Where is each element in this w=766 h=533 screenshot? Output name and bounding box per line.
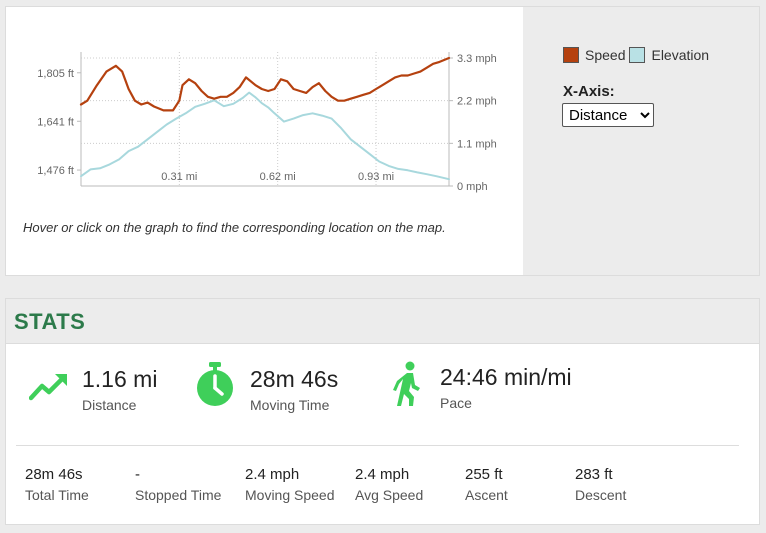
descent-stat: 283 ft Descent	[575, 466, 626, 503]
walker-icon	[386, 361, 428, 406]
moving-speed-value: 2.4 mph	[245, 466, 300, 483]
moving-time-value: 28m 46s	[250, 366, 339, 392]
speed-legend-label[interactable]: Speed	[585, 47, 626, 63]
speed-series-line	[79, 56, 451, 112]
left-tick-label: 1,641 ft	[37, 116, 74, 128]
left-tick-label: 1,805 ft	[37, 68, 74, 80]
descent-value: 283 ft	[575, 466, 613, 483]
right-tick-label: 3.3 mph	[457, 53, 497, 65]
ascent-stat: 255 ft Ascent	[465, 466, 508, 503]
stats-header: STATS	[6, 299, 759, 344]
moving-speed-stat: 2.4 mph Moving Speed	[245, 466, 335, 503]
x-axis-select[interactable]: Distance	[562, 103, 654, 127]
elevation-legend-swatch[interactable]	[629, 47, 646, 63]
ascent-value: 255 ft	[465, 466, 503, 483]
moving-time-label: Moving Time	[250, 397, 330, 413]
stats-card: STATS 1.16 mi Distance 28m 46s Movin	[5, 298, 760, 525]
distance-label: Distance	[82, 397, 137, 413]
left-tick-label: 1,476 ft	[37, 165, 74, 177]
stopped-time-label: Stopped Time	[135, 487, 222, 503]
total-time-stat: 28m 46s Total Time	[25, 466, 89, 503]
pace-stat: 24:46 min/mi Pace	[386, 361, 572, 411]
stats-divider	[16, 445, 739, 446]
elevation-legend-label[interactable]: Elevation	[651, 47, 710, 63]
total-time-label: Total Time	[25, 487, 89, 503]
total-time-value: 28m 46s	[25, 466, 83, 483]
x-tick-label: 0.31 mi	[161, 171, 197, 183]
right-tick-label: 0 mph	[457, 181, 488, 193]
avg-speed-value: 2.4 mph	[355, 466, 410, 483]
x-tick-label: 0.93 mi	[358, 171, 394, 183]
stopped-time-value: -	[135, 466, 140, 483]
speed-elevation-chart[interactable]: 1,805 ft 1,641 ft 1,476 ft 3.3 mph 2.2 mph 1.…	[6, 7, 525, 275]
right-tick-label: 2.2 mph	[457, 96, 497, 108]
stats-title: STATS	[14, 309, 86, 334]
right-tick-label: 1.1 mph	[457, 138, 497, 150]
pace-label: Pace	[440, 395, 472, 411]
avg-speed-stat: 2.4 mph Avg Speed	[355, 466, 423, 503]
avg-speed-label: Avg Speed	[355, 487, 424, 503]
chart-legend: Speed Elevation	[563, 47, 713, 63]
distance-value: 1.16 mi	[82, 366, 158, 392]
stopped-time-stat: - Stopped Time	[135, 466, 221, 503]
x-axis-label: X-Axis:	[563, 83, 615, 100]
moving-time-stat: 28m 46s Moving Time	[192, 361, 338, 413]
chart-controls-panel: Speed Elevation X-Axis: Distance	[523, 7, 759, 275]
elevation-series-line	[80, 91, 450, 181]
descent-label: Descent	[575, 487, 627, 503]
moving-speed-label: Moving Speed	[245, 487, 335, 503]
stopwatch-icon	[192, 361, 238, 407]
trend-up-icon	[28, 365, 70, 407]
speed-legend-swatch[interactable]	[563, 47, 579, 63]
chart-card: 1,805 ft 1,641 ft 1,476 ft 3.3 mph 2.2 mph 1.…	[5, 6, 760, 276]
ascent-label: Ascent	[465, 487, 508, 503]
distance-stat: 1.16 mi Distance	[28, 365, 157, 413]
chart-hint: Hover or click on the graph to find the …	[23, 220, 446, 235]
pace-value: 24:46 min/mi	[440, 364, 572, 390]
x-tick-label: 0.62 mi	[260, 171, 296, 183]
